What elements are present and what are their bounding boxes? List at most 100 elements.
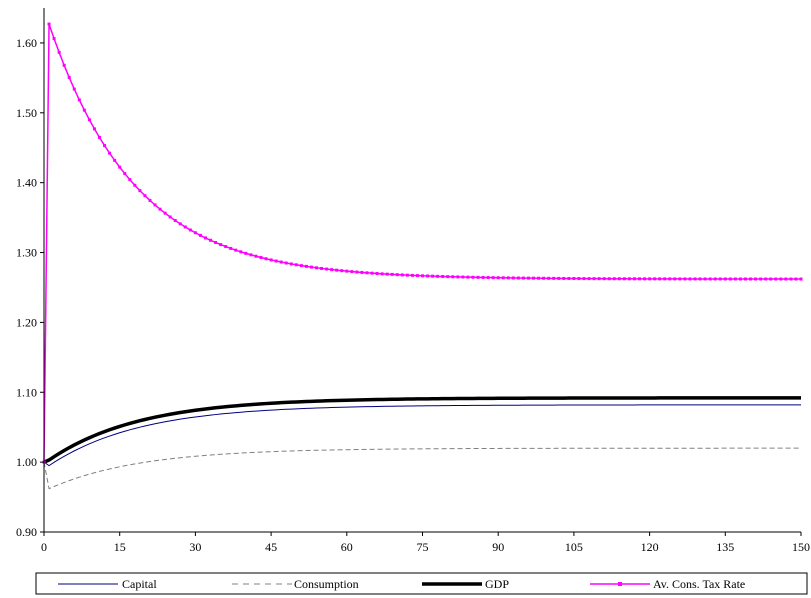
data-point — [451, 275, 455, 279]
data-point — [799, 277, 803, 281]
x-tick-label: 120 — [641, 540, 659, 554]
data-point — [345, 269, 349, 273]
data-point — [532, 276, 536, 280]
data-point — [638, 277, 642, 281]
data-point — [632, 277, 636, 281]
data-point — [567, 276, 571, 280]
data-point — [224, 245, 228, 249]
data-point — [723, 277, 727, 281]
data-point — [506, 276, 510, 280]
x-tick-label: 45 — [265, 540, 277, 554]
data-point — [627, 277, 631, 281]
data-point — [229, 246, 233, 250]
data-point — [405, 273, 409, 277]
data-point — [380, 272, 384, 276]
data-point — [552, 276, 556, 280]
data-point — [57, 50, 61, 54]
data-point — [754, 277, 758, 281]
data-point — [592, 277, 596, 281]
x-tick-label: 105 — [565, 540, 583, 554]
data-point — [496, 276, 500, 280]
data-point — [284, 261, 288, 265]
x-tick-label: 150 — [792, 540, 810, 554]
x-tick-label: 30 — [189, 540, 201, 554]
data-point — [355, 270, 359, 274]
x-tick-label: 0 — [41, 540, 47, 554]
data-point — [183, 225, 187, 229]
legend-label-consumption: Consumption — [294, 577, 359, 591]
data-point — [113, 158, 117, 162]
y-tick-label: 1.10 — [16, 385, 37, 399]
data-point — [335, 268, 339, 272]
data-point — [759, 277, 763, 281]
data-point — [749, 277, 753, 281]
data-point — [733, 277, 737, 281]
series-line-gdp — [43, 396, 801, 464]
data-point — [764, 277, 768, 281]
y-tick-label: 1.00 — [16, 455, 37, 469]
y-tick-label: 1.50 — [16, 106, 37, 120]
data-point — [521, 276, 525, 280]
data-point — [244, 251, 248, 255]
data-point — [456, 275, 460, 279]
data-point — [784, 277, 788, 281]
data-point — [77, 98, 81, 102]
data-point — [269, 258, 273, 262]
data-point — [582, 277, 586, 281]
legend-marker — [618, 582, 622, 586]
legend: Capital Consumption GDP Av. Cons. Tax Rate — [35, 572, 808, 595]
data-point — [516, 276, 520, 280]
data-point — [375, 272, 379, 276]
data-point — [789, 277, 793, 281]
data-point — [92, 127, 96, 131]
data-point — [340, 269, 344, 273]
data-point — [219, 243, 223, 247]
data-point — [547, 276, 551, 280]
data-point — [158, 207, 162, 211]
x-tick-label: 90 — [492, 540, 504, 554]
data-point — [209, 238, 213, 242]
data-point — [663, 277, 667, 281]
data-point — [612, 277, 616, 281]
data-point — [769, 277, 773, 281]
data-point — [466, 275, 470, 279]
data-point — [178, 222, 182, 226]
data-point — [123, 172, 127, 176]
data-point — [385, 272, 389, 276]
data-point — [98, 135, 102, 139]
data-point — [446, 275, 450, 279]
data-point — [304, 264, 308, 268]
data-point — [481, 275, 485, 279]
data-point — [562, 276, 566, 280]
y-tick-label: 1.60 — [16, 36, 37, 50]
data-point — [108, 151, 112, 155]
legend-label-av-cons-tax-rate: Av. Cons. Tax Rate — [653, 577, 745, 591]
x-tick-label: 75 — [417, 540, 429, 554]
data-point — [168, 215, 172, 219]
data-point — [82, 108, 86, 112]
axes-layer: 0.90 1.00 1.10 1.20 1.30 1.40 1.50 1.60 0 15 30 45 6… — [16, 8, 810, 554]
legend-label-gdp: GDP — [485, 577, 509, 591]
y-tick-label: 0.90 — [16, 525, 37, 539]
series-layer — [42, 22, 803, 490]
data-point — [315, 266, 319, 270]
data-point — [436, 274, 440, 278]
data-point — [390, 272, 394, 276]
data-point — [294, 263, 298, 267]
data-point — [138, 189, 142, 193]
data-point — [643, 277, 647, 281]
data-point — [395, 273, 399, 277]
data-point — [350, 270, 354, 274]
legend-box — [35, 572, 808, 595]
series-line-capital — [43, 404, 801, 467]
data-point — [491, 276, 495, 280]
data-point — [370, 271, 374, 275]
data-point — [72, 87, 76, 91]
data-point — [133, 183, 137, 187]
data-point — [415, 274, 419, 278]
data-point — [653, 277, 657, 281]
legend-label-capital: Capital — [122, 577, 157, 591]
data-point — [713, 277, 717, 281]
data-point — [193, 231, 197, 235]
